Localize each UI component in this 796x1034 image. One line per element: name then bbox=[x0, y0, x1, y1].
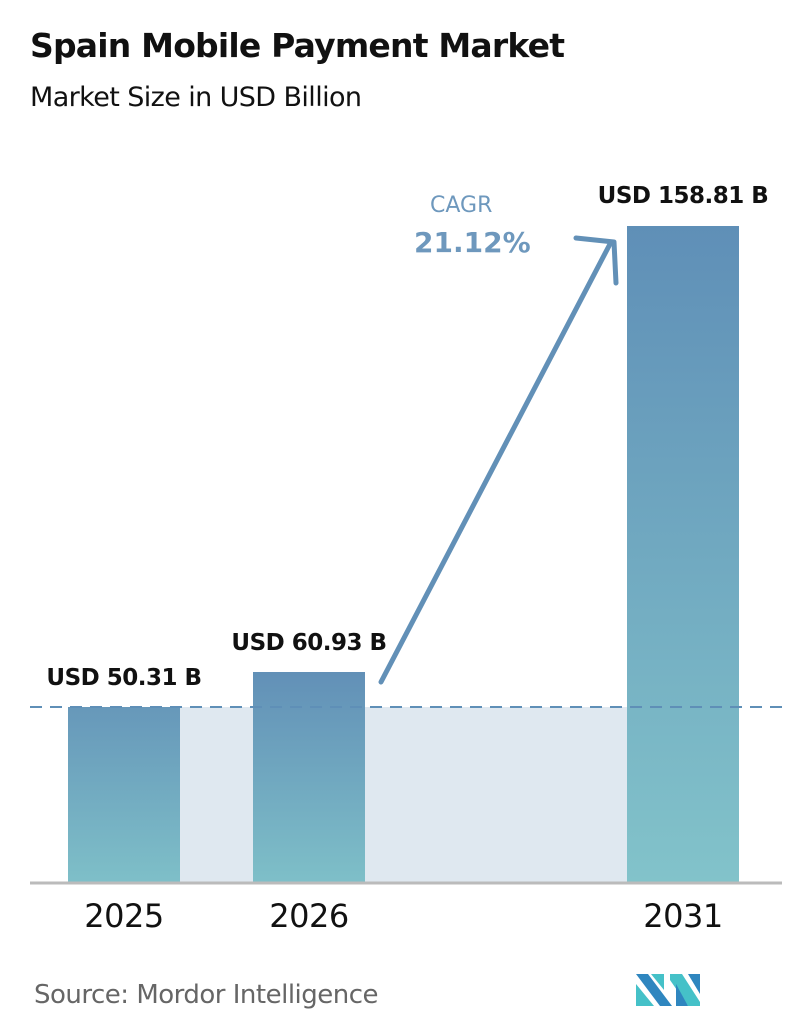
bar-2025 bbox=[68, 707, 180, 882]
chart-title: Spain Mobile Payment Market bbox=[30, 26, 565, 65]
x-tick-2025: 2025 bbox=[84, 897, 164, 935]
mordor-intelligence-logo-icon bbox=[636, 974, 700, 1006]
chart-subtitle: Market Size in USD Billion bbox=[30, 82, 362, 113]
x-tick-2026: 2026 bbox=[269, 897, 349, 935]
bar-label-2025: USD 50.31 B bbox=[46, 665, 202, 691]
bar-label-2031: USD 158.81 B bbox=[597, 183, 769, 209]
x-tick-2031: 2031 bbox=[643, 897, 723, 935]
bar-2026 bbox=[253, 672, 365, 882]
cagr-value: 21.12% bbox=[414, 226, 531, 259]
cagr-label: CAGR bbox=[430, 193, 493, 218]
bar-label-2026: USD 60.93 B bbox=[231, 630, 387, 656]
source-text: Source: Mordor Intelligence bbox=[34, 980, 379, 1010]
cagr-arrow-icon bbox=[378, 235, 619, 685]
bar-2031 bbox=[627, 226, 739, 882]
